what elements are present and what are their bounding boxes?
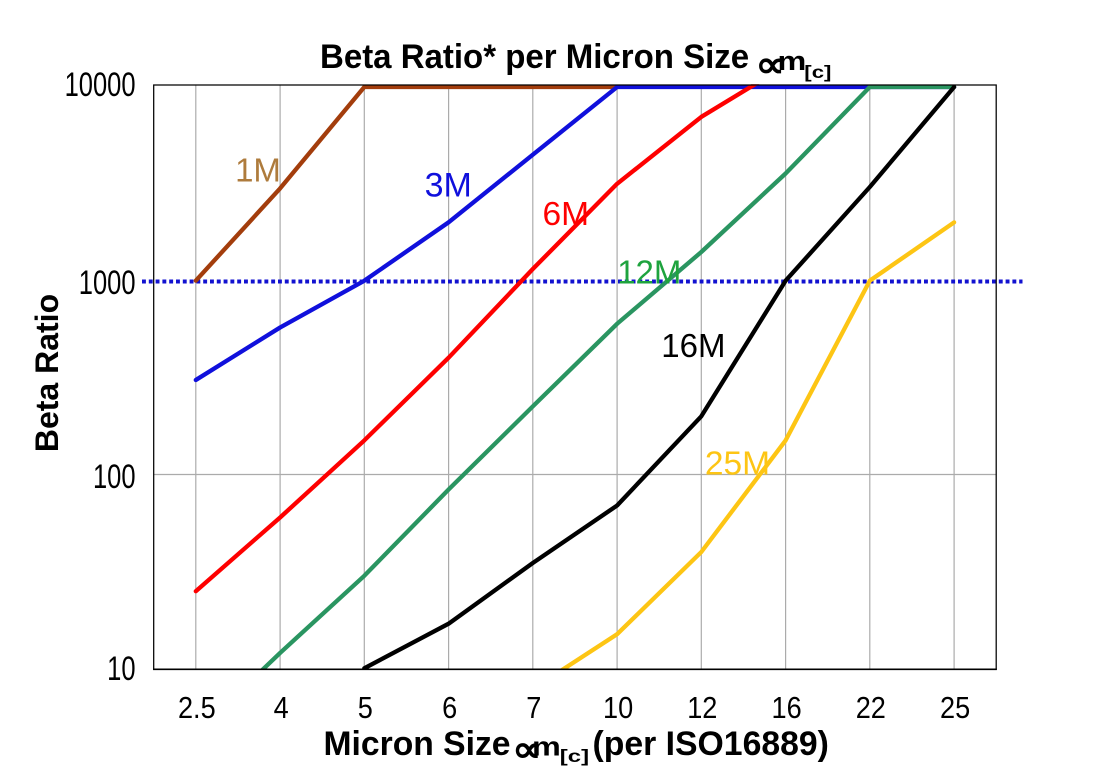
svg-text:16M: 16M xyxy=(661,327,725,364)
svg-text:4: 4 xyxy=(274,692,289,726)
svg-text:1000: 1000 xyxy=(79,265,136,302)
svg-text:[c]: [c] xyxy=(560,747,589,766)
svg-text:3M: 3M xyxy=(425,166,472,204)
svg-text:(per ISO16889): (per ISO16889) xyxy=(593,725,829,763)
svg-text:1M: 1M xyxy=(235,151,281,188)
svg-text:2.5: 2.5 xyxy=(178,692,216,726)
svg-text:10: 10 xyxy=(107,651,135,688)
svg-text:[c]: [c] xyxy=(804,63,831,82)
svg-text:10: 10 xyxy=(603,692,633,726)
svg-text:∝: ∝ xyxy=(512,730,542,770)
svg-text:12M: 12M xyxy=(617,254,681,291)
svg-text:25: 25 xyxy=(940,692,970,726)
svg-text:12: 12 xyxy=(687,692,717,726)
svg-text:Beta Ratio* per Micron Size: Beta Ratio* per Micron Size xyxy=(320,39,749,77)
svg-text:m: m xyxy=(532,732,561,762)
svg-text:25M: 25M xyxy=(705,446,770,483)
svg-text:Micron Size: Micron Size xyxy=(324,725,511,763)
svg-text:10000: 10000 xyxy=(65,67,136,104)
svg-text:∝: ∝ xyxy=(755,45,785,85)
svg-text:6M: 6M xyxy=(543,196,590,233)
svg-text:Beta Ratio: Beta Ratio xyxy=(29,294,65,452)
svg-text:7: 7 xyxy=(526,692,541,726)
svg-text:100: 100 xyxy=(93,459,136,496)
svg-text:16: 16 xyxy=(772,692,802,726)
svg-text:5: 5 xyxy=(358,692,373,726)
svg-text:m: m xyxy=(778,46,807,76)
svg-text:22: 22 xyxy=(856,692,886,726)
svg-text:6: 6 xyxy=(442,692,457,726)
